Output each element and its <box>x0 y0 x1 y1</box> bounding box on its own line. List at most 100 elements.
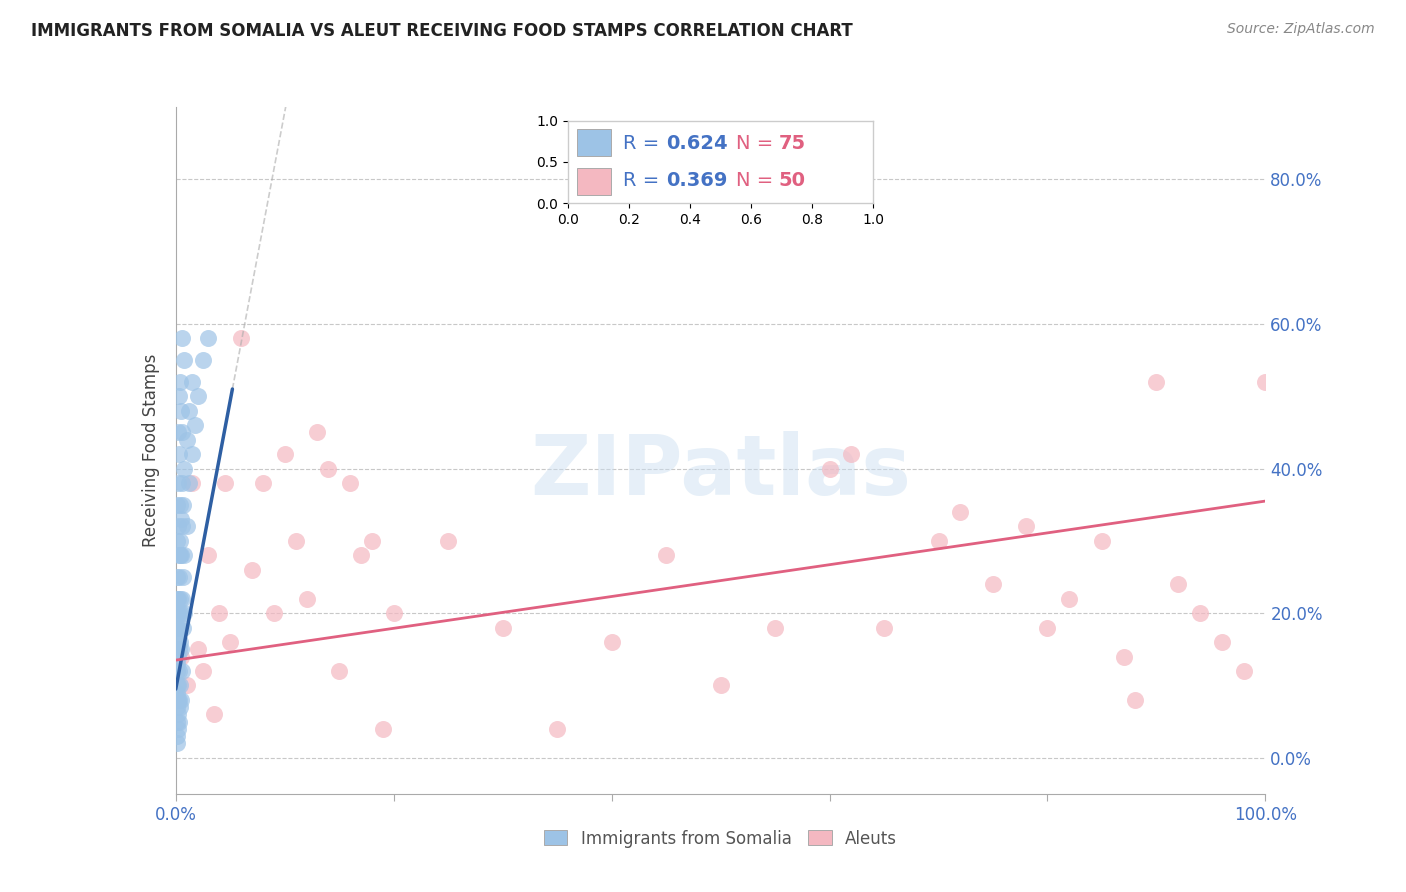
Point <box>166 700 188 714</box>
Point <box>170 642 193 657</box>
Point <box>360 533 382 548</box>
Point <box>176 519 198 533</box>
Point <box>1232 664 1256 678</box>
Point <box>172 621 194 635</box>
Point <box>169 533 191 548</box>
Point <box>208 606 231 620</box>
Point <box>167 570 190 584</box>
Text: 0.624: 0.624 <box>665 134 727 153</box>
Point <box>167 642 190 657</box>
Point <box>928 533 950 548</box>
Point <box>169 678 191 692</box>
Point <box>307 425 329 440</box>
Text: N =: N = <box>735 171 779 191</box>
Point <box>166 678 188 692</box>
Point <box>710 678 733 692</box>
Point <box>763 621 786 635</box>
Point <box>167 447 190 461</box>
Point <box>1015 519 1038 533</box>
Point <box>295 591 318 606</box>
Point <box>284 533 307 548</box>
Point <box>169 498 191 512</box>
Point <box>186 642 209 657</box>
Point <box>873 621 896 635</box>
Y-axis label: Receiving Food Stamps: Receiving Food Stamps <box>142 354 160 547</box>
Point <box>191 353 214 368</box>
Point <box>169 591 191 606</box>
Point <box>167 714 190 729</box>
Point <box>173 353 195 368</box>
Point <box>252 475 274 490</box>
Point <box>166 621 188 635</box>
Point <box>166 533 188 548</box>
Point <box>169 549 191 563</box>
Point <box>172 591 194 606</box>
Point <box>167 722 190 736</box>
Point <box>166 606 188 620</box>
Point <box>170 606 193 620</box>
Point <box>600 635 623 649</box>
Point <box>181 375 204 389</box>
Point <box>167 664 190 678</box>
Point <box>841 447 863 461</box>
Point <box>166 736 188 750</box>
Legend: Immigrants from Somalia, Aleuts: Immigrants from Somalia, Aleuts <box>537 823 904 855</box>
Point <box>172 498 194 512</box>
Point <box>166 729 188 743</box>
Point <box>167 389 190 403</box>
Point <box>177 403 200 417</box>
Point <box>166 657 188 671</box>
Point <box>167 606 190 620</box>
Text: 75: 75 <box>779 134 806 153</box>
Text: ZIPatlas: ZIPatlas <box>530 431 911 512</box>
Point <box>1112 649 1135 664</box>
Point <box>1091 533 1114 548</box>
Point <box>181 475 204 490</box>
Point <box>202 707 225 722</box>
Point <box>382 606 405 620</box>
Point <box>169 700 191 714</box>
Point <box>492 621 515 635</box>
Point <box>1036 621 1059 635</box>
Text: IMMIGRANTS FROM SOMALIA VS ALEUT RECEIVING FOOD STAMPS CORRELATION CHART: IMMIGRANTS FROM SOMALIA VS ALEUT RECEIVI… <box>31 22 852 40</box>
Point <box>1211 635 1233 649</box>
Point <box>1189 606 1212 620</box>
Point <box>214 475 236 490</box>
Point <box>167 693 190 707</box>
Point <box>166 570 188 584</box>
Point <box>167 519 190 533</box>
Point <box>172 475 194 490</box>
Point <box>170 512 193 526</box>
Text: R =: R = <box>623 134 665 153</box>
Point <box>166 714 188 729</box>
Point <box>350 549 373 563</box>
FancyBboxPatch shape <box>578 129 610 156</box>
Point <box>172 664 194 678</box>
Point <box>172 570 194 584</box>
Point <box>167 678 190 692</box>
Point <box>166 693 188 707</box>
Point <box>172 519 194 533</box>
Text: N =: N = <box>735 134 779 153</box>
FancyBboxPatch shape <box>578 168 610 195</box>
Point <box>184 418 207 433</box>
Point <box>197 549 219 563</box>
Point <box>371 722 394 736</box>
Point <box>231 331 253 345</box>
Point <box>166 628 188 642</box>
Point <box>818 461 841 475</box>
Point <box>328 664 350 678</box>
Point <box>166 498 188 512</box>
Point <box>240 563 263 577</box>
Point <box>1057 591 1080 606</box>
Point <box>176 678 198 692</box>
Point <box>339 475 361 490</box>
Point <box>170 693 193 707</box>
Point <box>949 505 972 519</box>
Point <box>197 331 219 345</box>
Point <box>167 621 190 635</box>
Point <box>1167 577 1189 591</box>
Text: Source: ZipAtlas.com: Source: ZipAtlas.com <box>1227 22 1375 37</box>
Point <box>167 649 190 664</box>
Point <box>167 475 190 490</box>
